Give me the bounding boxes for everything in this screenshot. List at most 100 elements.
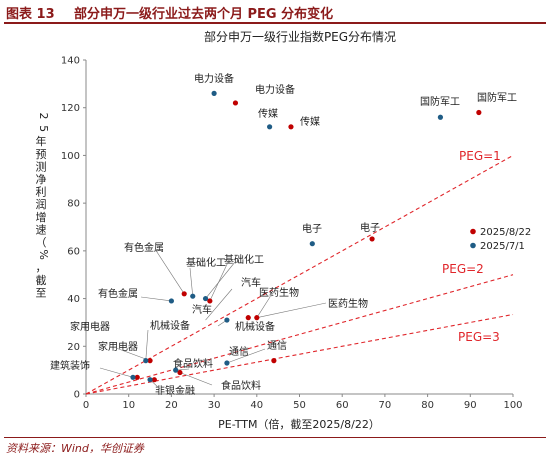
point-label: 汽车 xyxy=(241,276,261,289)
y-axis-label-char: 2 xyxy=(37,113,50,120)
y-axis-label-char: 5 xyxy=(37,125,50,132)
x-tick-label: 80 xyxy=(421,400,434,411)
data-point xyxy=(147,358,153,364)
data-point xyxy=(202,295,209,302)
y-tick-label: 80 xyxy=(67,199,80,210)
point-label: 电力设备 xyxy=(194,72,234,85)
x-tick-label: 90 xyxy=(464,400,477,411)
y-axis-label-char: 净 xyxy=(36,172,47,186)
figure-header: 图表 13 部分申万一级行业过去两个月 PEG 分布变化 xyxy=(0,0,550,24)
data-point xyxy=(224,360,230,366)
legend-label: 2025/8/22 xyxy=(480,227,531,238)
point-label: 汽车 xyxy=(192,303,212,316)
label-leader-line xyxy=(209,259,230,302)
y-axis-label-char: 润 xyxy=(36,197,47,211)
point-label: 有色金属 xyxy=(124,241,164,254)
data-point xyxy=(267,124,273,130)
point-label: 基础化工 xyxy=(186,256,226,269)
label-leader-line xyxy=(154,248,185,294)
point-label: 食品饮料 xyxy=(173,357,213,370)
label-leader-line xyxy=(205,261,236,299)
point-label: 基础化工 xyxy=(224,253,264,266)
x-tick-label: 100 xyxy=(503,400,522,411)
peg-line xyxy=(85,313,514,395)
data-point xyxy=(168,298,174,304)
label-leader-line xyxy=(99,367,134,378)
label-leader-line xyxy=(179,372,213,386)
y-tick-label: 60 xyxy=(67,246,80,257)
label-leader-line xyxy=(226,348,266,364)
x-tick-label: 60 xyxy=(336,400,349,411)
point-label: 家用电器 xyxy=(70,320,110,333)
label-leader-line xyxy=(140,296,172,302)
y-axis-label-char: 预 xyxy=(36,148,47,161)
y-tick-label: 100 xyxy=(61,151,80,162)
figure-title: 部分申万一级行业过去两个月 PEG 分布变化 xyxy=(74,7,334,22)
data-point xyxy=(190,293,196,299)
point-label: 传媒 xyxy=(258,108,278,120)
data-point xyxy=(245,315,251,321)
y-axis-label-char: 速 xyxy=(36,223,47,236)
legend-marker xyxy=(470,242,476,249)
point-label: 机械设备 xyxy=(150,319,190,332)
data-point xyxy=(254,315,260,321)
x-tick-label: 10 xyxy=(122,400,135,411)
y-axis-label-char: 增 xyxy=(36,210,47,224)
data-point xyxy=(143,358,149,364)
data-point xyxy=(211,90,217,96)
legend-marker xyxy=(470,228,476,235)
y-axis-label-char: 利 xyxy=(36,186,47,199)
data-point xyxy=(130,374,136,380)
peg-line xyxy=(85,154,514,395)
data-point xyxy=(147,377,153,383)
data-point xyxy=(224,317,230,323)
figure-label: 图表 13 xyxy=(6,7,55,22)
peg-line xyxy=(85,274,514,395)
data-point xyxy=(271,358,277,364)
y-tick-label: 140 xyxy=(61,56,80,67)
chart-title: 部分申万一级行业指数PEG分布情况 xyxy=(204,29,396,44)
data-point xyxy=(232,100,239,106)
point-label: 非银金融 xyxy=(155,384,195,397)
point-label: 食品饮料 xyxy=(221,379,261,392)
label-leader-line xyxy=(256,296,271,318)
footer-rule xyxy=(4,437,546,438)
point-label: 医药生物 xyxy=(328,297,368,310)
x-tick-label: 20 xyxy=(165,400,178,411)
peg-line-label: PEG=3 xyxy=(458,330,500,344)
data-point xyxy=(288,124,294,130)
point-label: 建筑装饰 xyxy=(50,359,90,372)
y-tick-label: 0 xyxy=(74,390,80,401)
point-label: 通信 xyxy=(267,340,287,352)
y-axis-label-char: 测 xyxy=(36,160,47,173)
x-axis-label: PE-TTM（倍，截至2025/8/22） xyxy=(218,417,380,431)
header-rule xyxy=(4,22,546,24)
label-leader-line xyxy=(205,288,233,321)
y-tick-label: 40 xyxy=(67,294,80,305)
data-point xyxy=(173,367,179,373)
x-tick-label: 50 xyxy=(293,400,306,411)
point-label: 电子 xyxy=(360,221,380,234)
peg-line-label: PEG=2 xyxy=(442,262,484,276)
y-axis-label-char: 截 xyxy=(36,273,47,287)
data-point xyxy=(309,241,315,247)
point-label: 国防军工 xyxy=(477,91,517,104)
point-label: 医药生物 xyxy=(259,286,299,299)
data-point xyxy=(437,114,444,120)
x-tick-label: 0 xyxy=(83,400,89,411)
point-label: 传媒 xyxy=(300,116,320,128)
data-point xyxy=(476,109,482,116)
x-tick-label: 30 xyxy=(208,400,221,411)
y-axis-label-char: ， xyxy=(36,261,47,274)
data-point xyxy=(207,298,213,304)
peg-line-label: PEG=1 xyxy=(459,149,501,163)
label-leader-line xyxy=(256,302,327,318)
y-tick-label: 120 xyxy=(61,103,80,114)
scatter-chart: 部分申万一级行业指数PEG分布情况 0 10 20 30 40 50 60 70 80 90 100 0… xyxy=(36,29,532,431)
y-axis-label-char: 至 xyxy=(36,286,47,299)
data-point xyxy=(369,236,375,242)
point-label: 有色金属 xyxy=(98,287,138,300)
point-label: 电子 xyxy=(302,222,322,235)
figure-source: 资料来源：Wind，华创证券 xyxy=(6,442,144,455)
label-leader-line xyxy=(145,329,149,361)
